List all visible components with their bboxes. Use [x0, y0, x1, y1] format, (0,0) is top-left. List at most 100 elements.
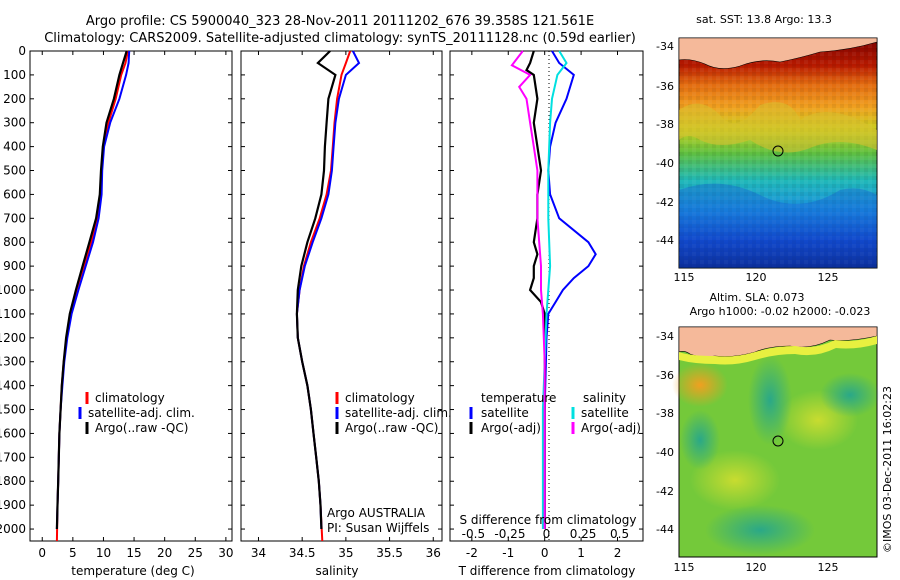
xtick-label: 20	[157, 546, 172, 560]
legend-label-satellite: satellite-adj. clim.	[345, 406, 452, 420]
sla-high-anomaly	[690, 450, 780, 510]
depth-tick-label: 500	[3, 164, 26, 178]
map-ytick-label: -42	[656, 196, 674, 209]
depth-tick-label: 200	[3, 92, 26, 106]
depth-tick-label: 1300	[0, 355, 26, 369]
difference-panel: -2 -1 0 1 2 -0.5 -0.25 0 0.25 0.5	[449, 50, 644, 560]
xtick-label: -2	[466, 546, 478, 560]
legend-label-sal-argo: Argo(-adj)	[581, 421, 641, 435]
sla-map-title-1: Altim. SLA: 0.073	[709, 291, 804, 304]
map-xtick-label: 120	[746, 271, 767, 284]
map-ytick-label: -34	[656, 330, 674, 343]
xtick-label: 35	[338, 546, 353, 560]
legend-label-sal-satellite: satellite	[581, 406, 629, 420]
map-ytick-label: -42	[656, 485, 674, 498]
difference-legend: temperature salinity satellite Argo(-adj…	[460, 391, 641, 527]
map-ytick-label: -38	[656, 118, 674, 131]
sst-cool-tongue	[679, 183, 877, 268]
legend-title-salinity: salinity	[583, 391, 626, 405]
top-tick-label: -0.5	[462, 527, 485, 541]
salinity-panel: 34 34.5 35 35.5 36	[240, 50, 443, 560]
legend-label-temp-argo: Argo(-adj)	[481, 421, 541, 435]
figure-title-line-1: Argo profile: CS 5900040_323 28-Nov-2011…	[86, 14, 594, 29]
sla-low-anomaly	[680, 410, 720, 470]
depth-tick-label: 100	[3, 68, 26, 82]
depth-tick-label: 900	[3, 259, 26, 273]
legend-label-argo: Argo(..raw -QC)	[95, 421, 188, 435]
xtick-label: 25	[188, 546, 203, 560]
map-xtick-label: 115	[674, 271, 695, 284]
depth-tick-label: 600	[3, 187, 26, 201]
depth-tick-label: 2000	[0, 522, 26, 536]
map-ytick-label: -44	[656, 523, 674, 536]
sst-argo-location-marker	[772, 145, 784, 157]
legend-label-satellite: satellite-adj. clim.	[88, 406, 195, 420]
sla-argo-location-marker	[772, 435, 784, 447]
salinity-legend: climatology satellite-adj. clim. Argo(..…	[327, 391, 452, 535]
xtick-label: 30	[218, 546, 233, 560]
top-tick-label: 0.25	[570, 527, 597, 541]
sla-high-anomaly	[672, 363, 728, 407]
depth-tick-label: 1000	[0, 283, 26, 297]
difference-top-axis-label: S difference from climatology	[460, 513, 637, 527]
series-line-salinity-argo-adj-	[510, 50, 546, 529]
legend-label-climatology: climatology	[95, 391, 165, 405]
top-tick-label: 0.5	[610, 527, 629, 541]
series-line-argo-raw-qc-	[295, 50, 337, 530]
depth-tick-label: 1600	[0, 426, 26, 440]
imos-credit: ©IMOS 03-Dec-2011 16:02:23	[881, 386, 894, 553]
depth-tick-label: 400	[3, 140, 26, 154]
salinity-axis-label: salinity	[315, 564, 358, 578]
series-line-argo-raw-qc-	[55, 50, 128, 530]
sla-low-anomaly	[820, 373, 880, 417]
xtick-label: -1	[502, 546, 514, 560]
xtick-label: 0	[38, 546, 46, 560]
sla-map: Altim. SLA: 0.073 Argo h1000: -0.02 h200…	[672, 291, 880, 558]
map-ytick-label: -36	[656, 369, 674, 382]
map-ytick-label: -36	[656, 80, 674, 93]
xtick-label: 35.5	[376, 546, 403, 560]
difference-axis-label: T difference from climatology	[458, 564, 636, 578]
xtick-label: 36	[426, 546, 441, 560]
depth-tick-label: 800	[3, 235, 26, 249]
xtick-label: 2	[614, 546, 622, 560]
map-ytick-label: -34	[656, 40, 674, 53]
map-ytick-label: -38	[656, 407, 674, 420]
depth-tick-label: 1100	[0, 307, 26, 321]
legend-label-argo: Argo(..raw -QC)	[345, 421, 438, 435]
legend-label-temp-satellite: satellite	[481, 406, 529, 420]
sst-map-texture	[679, 38, 877, 268]
depth-tick-label: 700	[3, 211, 26, 225]
map-xtick-label: 125	[818, 561, 839, 574]
map-ytick-label: -40	[656, 446, 674, 459]
depth-tick-label: 1200	[0, 331, 26, 345]
sla-low-anomaly	[705, 505, 815, 555]
series-line-temperature-satellite	[543, 50, 597, 529]
depth-tick-label: 300	[3, 116, 26, 130]
map-ytick-label: -44	[656, 234, 674, 247]
depth-tick-label: 1700	[0, 450, 26, 464]
sla-low-anomaly	[748, 355, 792, 445]
sst-map-title: sat. SST: 13.8 Argo: 13.3	[696, 13, 832, 26]
depth-tick-label: 1500	[0, 403, 26, 417]
map-ytick-label: -40	[656, 157, 674, 170]
sst-warm-blob	[679, 102, 877, 153]
xtick-label: 0	[541, 546, 549, 560]
sla-land	[678, 326, 878, 357]
depth-tick-label: 1400	[0, 379, 26, 393]
sst-land	[678, 37, 878, 69]
map-axes: 115 120 125 -34 -36 -38 -40 -42 -44 115 …	[656, 40, 838, 574]
salinity-annotation-2: PI: Susan Wijffels	[327, 521, 429, 535]
xtick-label: 34.5	[289, 546, 316, 560]
depth-tick-label: 0	[18, 44, 26, 58]
map-xtick-label: 115	[674, 561, 695, 574]
top-tick-label: 0	[543, 527, 551, 541]
top-tick-label: -0.25	[494, 527, 525, 541]
xtick-label: 1	[577, 546, 585, 560]
xtick-label: 10	[96, 546, 111, 560]
depth-axis: 0 100 200 300 400 500 600 700 800 900 1000 1100 1200…	[0, 44, 26, 536]
depth-tick-label: 1800	[0, 474, 26, 488]
legend-title-temperature: temperature	[481, 391, 556, 405]
xtick-label: 5	[69, 546, 77, 560]
